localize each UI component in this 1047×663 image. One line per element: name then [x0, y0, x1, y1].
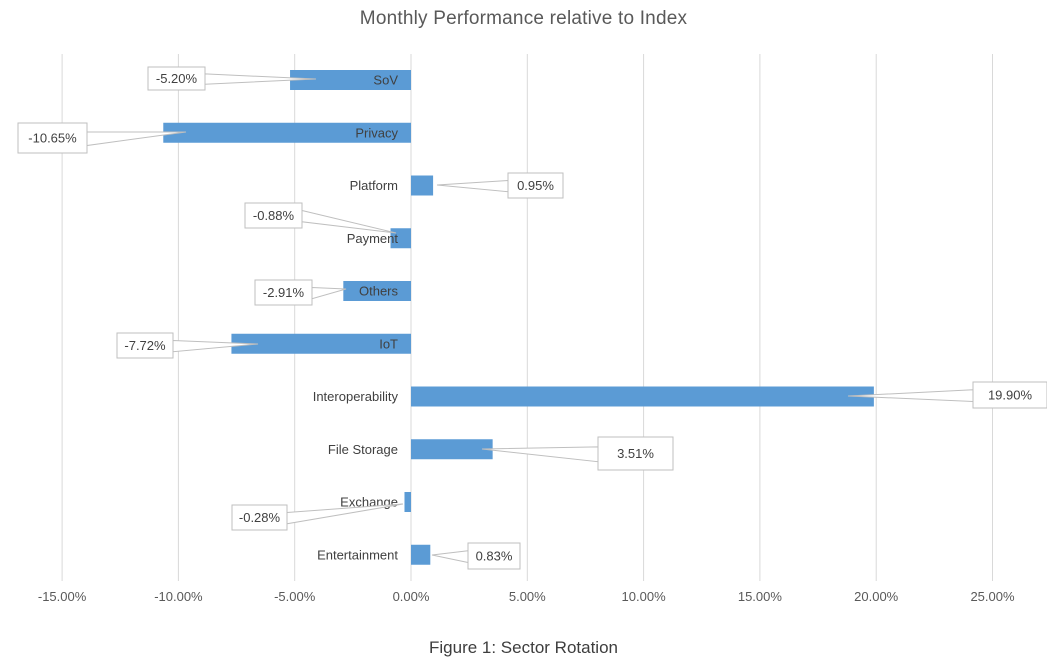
data-label-value-payment: -0.88%: [253, 208, 295, 223]
data-label-value-sov: -5.20%: [156, 71, 198, 86]
x-tick-label-5: 5.00%: [509, 589, 546, 604]
category-label-sov: SoV: [373, 73, 398, 88]
category-label-privacy: Privacy: [355, 125, 398, 140]
data-label-value-exchange: -0.28%: [239, 510, 281, 525]
x-tick-label-10: 10.00%: [622, 589, 667, 604]
category-label-others: Others: [359, 284, 399, 299]
x-tick-label--5: -5.00%: [274, 589, 316, 604]
bar-entertainment: [411, 544, 431, 565]
chart-title: Monthly Performance relative to Index: [359, 8, 688, 29]
x-tick-label-20: 20.00%: [854, 589, 899, 604]
bar-sov: [290, 70, 411, 90]
data-label-leader-payment: [301, 209, 397, 234]
data-label-box-others: [254, 279, 313, 306]
data-label-box-platform: [507, 172, 564, 199]
category-label-payment: Payment: [347, 231, 399, 246]
figure-caption: Figure 1: Sector Rotation: [429, 638, 618, 657]
data-label-value-interoperability: 19.90%: [988, 388, 1033, 403]
data-label-box-privacy: [17, 122, 88, 154]
bar-platform: [411, 175, 434, 196]
data-label-box-iot: [116, 332, 174, 359]
data-label-leader-entertainment: [431, 550, 469, 564]
x-tick-label-0: 0.00%: [393, 589, 430, 604]
bar-interoperability: [411, 386, 874, 407]
data-label-value-others: -2.91%: [263, 285, 305, 300]
data-label-box-entertainment: [467, 542, 521, 570]
bar-privacy: [163, 122, 411, 143]
data-label-box-interoperability: [972, 381, 1047, 409]
data-label-value-privacy: -10.65%: [28, 131, 77, 146]
data-label-box-file-storage: [597, 436, 674, 471]
x-tick-label--10: -10.00%: [154, 589, 203, 604]
data-label-box-exchange: [231, 504, 288, 531]
x-tick-label--15: -15.00%: [38, 589, 87, 604]
data-label-leader-others: [311, 286, 347, 300]
category-label-interoperability: Interoperability: [313, 389, 399, 404]
data-label-value-file-storage: 3.51%: [617, 446, 654, 461]
category-label-iot: IoT: [379, 336, 398, 351]
x-tick-label-15: 15.00%: [738, 589, 783, 604]
bar-iot: [231, 333, 411, 354]
category-label-platform: Platform: [350, 178, 398, 193]
category-label-file-storage: File Storage: [328, 442, 398, 457]
data-label-value-platform: 0.95%: [517, 178, 554, 193]
bar-exchange: [404, 492, 411, 512]
bar-file-storage: [411, 439, 493, 460]
data-label-leader-platform: [436, 179, 509, 193]
data-label-box-sov: [147, 66, 206, 91]
data-label-value-iot: -7.72%: [124, 338, 166, 353]
data-label-value-entertainment: 0.83%: [476, 549, 513, 564]
category-label-entertainment: Entertainment: [317, 547, 398, 562]
bar-others: [343, 281, 411, 301]
x-tick-label-25: 25.00%: [970, 589, 1015, 604]
data-label-leader-file-storage: [481, 446, 599, 463]
data-label-box-payment: [244, 202, 303, 229]
